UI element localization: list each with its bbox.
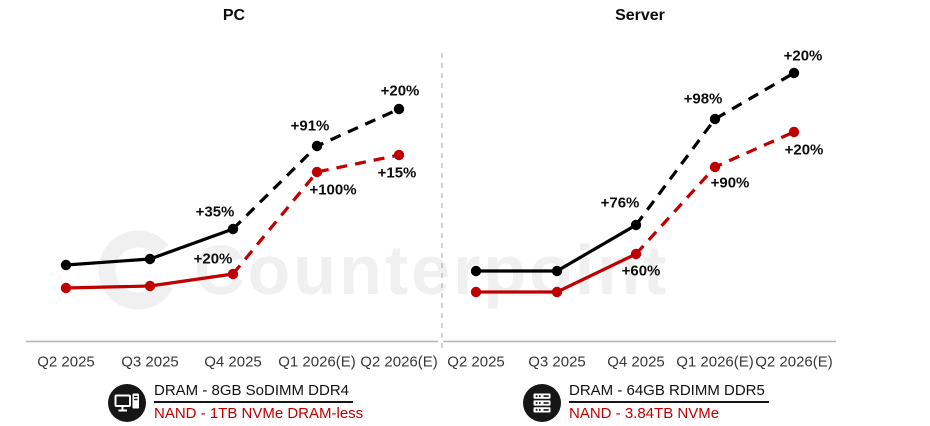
pc-nand-legend-label: NAND - 1TB NVMe DRAM-less bbox=[154, 405, 364, 422]
server-nand-point-q1-2026-e- bbox=[709, 161, 721, 173]
server-dram-point-q2-2026-e- bbox=[788, 67, 800, 79]
pc-dram-point-q2-2025 bbox=[60, 259, 72, 271]
desktop-pc-icon bbox=[107, 383, 147, 423]
pc-nand-point-q3-2025 bbox=[144, 280, 156, 292]
server-nand-point-q2-2025 bbox=[470, 286, 482, 298]
pc-legend: DRAM - 8GB SoDIMM DDR4 NAND - 1TB NVMe D… bbox=[107, 382, 363, 423]
pc-dram-point-q4-2025 bbox=[227, 223, 239, 235]
pc-nand-point-q2-2026-e- bbox=[393, 149, 405, 161]
pc-dram-point-q2-2026-e- bbox=[393, 103, 405, 115]
pc-nand-point-q2-2025 bbox=[60, 282, 72, 294]
pc-nand-point-q4-2025 bbox=[227, 268, 239, 280]
server-dram-point-q4-2025 bbox=[630, 219, 642, 231]
server-nand-point-q3-2025 bbox=[551, 286, 563, 298]
server-nand-point-q2-2026-e- bbox=[788, 126, 800, 138]
server-dram-line-forecast bbox=[634, 71, 795, 226]
pc-nand-line-forecast bbox=[231, 153, 400, 276]
server-nand-legend-label: NAND - 3.84TB NVMe bbox=[569, 405, 720, 422]
server-dram-legend-label: DRAM - 64GB RDIMM DDR5 bbox=[569, 382, 769, 403]
server-nand-point-q4-2025 bbox=[630, 248, 642, 260]
pc-dram-legend-label: DRAM - 8GB SoDIMM DDR4 bbox=[154, 382, 354, 403]
server-dram-point-q1-2026-e- bbox=[709, 113, 721, 125]
pc-nand-point-q1-2026-e- bbox=[311, 166, 323, 178]
server-dram-point-q3-2025 bbox=[551, 265, 563, 277]
pc-chart-title: PC bbox=[222, 7, 246, 24]
server-dram-point-q2-2025 bbox=[470, 265, 482, 277]
pc-dram-point-q3-2025 bbox=[144, 253, 156, 265]
server-legend: DRAM - 64GB RDIMM DDR5 NAND - 3.84TB NVM… bbox=[522, 382, 769, 423]
pc-dram-point-q1-2026-e- bbox=[311, 140, 323, 152]
server-rack-icon bbox=[522, 383, 562, 423]
server-chart-title: Server bbox=[615, 7, 665, 24]
